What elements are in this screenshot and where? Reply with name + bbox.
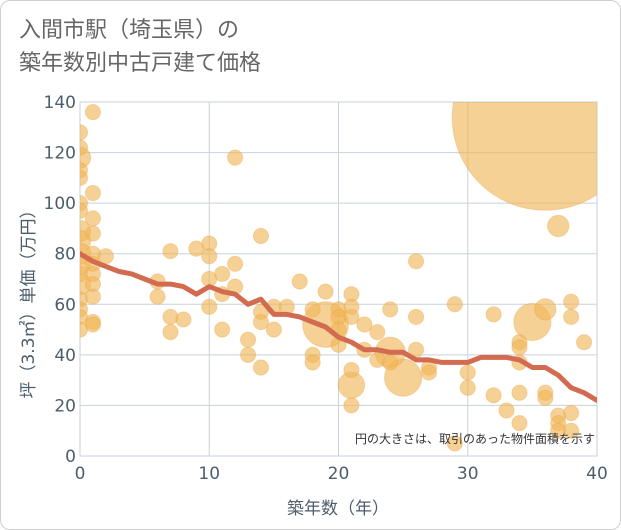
x-tick-label: 30 xyxy=(457,464,479,484)
y-tick-label: 140 xyxy=(44,93,76,113)
data-point xyxy=(252,359,270,376)
data-point xyxy=(563,404,580,422)
data-point xyxy=(343,397,360,414)
trend-line xyxy=(80,251,597,403)
data-point xyxy=(252,313,270,331)
data-point xyxy=(547,214,570,238)
data-point xyxy=(563,308,580,326)
data-point xyxy=(84,210,102,227)
data-point xyxy=(317,283,334,300)
data-point xyxy=(80,202,89,219)
data-point xyxy=(265,321,282,338)
x-axis-label: 築年数（年） xyxy=(287,499,389,519)
y-axis-label: 坪（3.3㎡）単価（万円） xyxy=(19,201,39,398)
data-point xyxy=(252,227,270,245)
data-point xyxy=(162,324,179,341)
data-point xyxy=(84,316,102,333)
data-point xyxy=(343,361,360,379)
chart-note: 円の大きさは、取引のあった物件面積を示す xyxy=(355,431,595,446)
data-point xyxy=(485,306,502,323)
data-point xyxy=(446,435,463,452)
data-point xyxy=(407,308,425,326)
data-point xyxy=(498,402,515,419)
data-point xyxy=(84,104,102,121)
data-point xyxy=(563,293,580,310)
data-point xyxy=(227,149,244,166)
data-point xyxy=(80,169,89,186)
data-point xyxy=(575,334,593,351)
data-point xyxy=(97,248,114,265)
data-point xyxy=(563,422,580,439)
data-point xyxy=(175,311,192,328)
chart-title-line-1: 入間市駅（埼玉県）の xyxy=(19,18,240,43)
data-point xyxy=(407,253,425,270)
scatter-points xyxy=(80,102,597,452)
data-point xyxy=(239,346,257,363)
data-point xyxy=(382,354,399,371)
data-point xyxy=(80,139,89,156)
data-point xyxy=(214,321,231,338)
data-point xyxy=(239,331,257,348)
data-point xyxy=(420,364,438,381)
chart-title-line-2: 築年数別中古戸建て価格 xyxy=(19,51,262,76)
y-tick-label: 80 xyxy=(54,245,76,265)
data-point xyxy=(343,308,360,326)
y-tick-label: 40 xyxy=(54,346,76,366)
data-point xyxy=(84,225,102,242)
data-point xyxy=(534,298,557,321)
data-point xyxy=(227,255,244,272)
x-tick-label: 0 xyxy=(75,464,86,484)
data-point xyxy=(291,273,308,290)
y-tick-label: 60 xyxy=(54,295,76,315)
y-tick-label: 120 xyxy=(44,144,76,164)
data-point xyxy=(356,316,373,333)
data-point xyxy=(162,243,179,260)
x-tick-labels: 0 10 20 30 40 xyxy=(75,464,608,484)
y-tick-label: 100 xyxy=(44,194,76,214)
data-point xyxy=(459,379,476,396)
data-point xyxy=(537,389,554,406)
data-point xyxy=(201,298,218,315)
data-point xyxy=(369,324,386,341)
data-point xyxy=(511,384,528,401)
y-tick-labels: 0 20 40 60 80 100 120 140 xyxy=(44,93,76,467)
data-point xyxy=(511,415,528,432)
x-tick-label: 40 xyxy=(586,464,608,484)
data-point xyxy=(304,354,321,371)
y-tick-label: 0 xyxy=(65,447,76,467)
chart-title: 入間市駅（埼玉県）の 築年数別中古戸建て価格 xyxy=(19,14,261,80)
data-point xyxy=(80,124,89,141)
data-point xyxy=(84,184,102,202)
x-tick-label: 10 xyxy=(198,464,220,484)
data-point xyxy=(149,288,166,305)
data-point xyxy=(201,248,218,265)
data-point xyxy=(304,301,321,318)
data-point xyxy=(511,339,528,356)
trend-line-group xyxy=(80,251,597,403)
data-point xyxy=(459,364,476,381)
data-point xyxy=(451,102,597,211)
data-point xyxy=(446,296,463,313)
data-point xyxy=(382,301,399,318)
y-tick-label: 20 xyxy=(54,396,76,416)
data-point xyxy=(485,387,502,404)
data-point xyxy=(214,265,231,283)
data-point xyxy=(84,288,102,305)
x-tick-label: 20 xyxy=(328,464,350,484)
